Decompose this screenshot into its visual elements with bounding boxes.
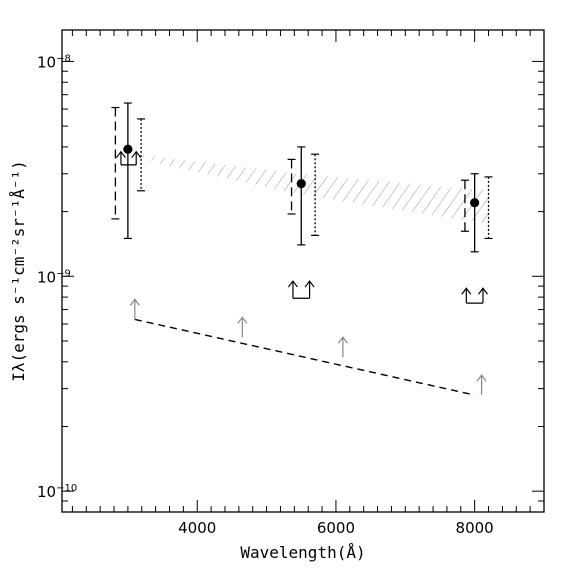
- x-tick-label: 6000: [317, 519, 355, 537]
- bracket-arrow-right-1-head: [304, 280, 315, 288]
- grey-limit-arrow-2-head: [337, 336, 348, 344]
- y-tick-exponent: −9: [56, 268, 71, 279]
- grey-limit-arrow-2: [337, 336, 348, 358]
- bracket-arrow-right-2-head: [477, 287, 488, 295]
- dotted-error-bar-1: [311, 153, 320, 236]
- dotted-error-bar-2: [484, 176, 493, 240]
- y-axis-title: Iλ(ergs s⁻¹cm⁻²sr⁻¹Å⁻¹): [9, 160, 28, 382]
- bracket-arrow-right-2: [477, 287, 488, 304]
- dashed-error-bar-2: [460, 179, 469, 232]
- grey-limit-arrow-1-head: [237, 316, 248, 324]
- y-tick-label: 10−10: [37, 483, 77, 501]
- hatched-band: [134, 154, 489, 225]
- bracket-arrow-right-0: [131, 150, 142, 165]
- y-tick-exponent: −8: [56, 53, 71, 64]
- bracket-arrow-left-1: [287, 280, 298, 299]
- y-tick-exponent: −10: [56, 483, 77, 494]
- bracket-arrow-left-0-head: [115, 150, 126, 159]
- axes-layer: 4000 6000 8000 10−8 10−9 10−10 Wavelength(Å) Iλ…: [9, 29, 545, 562]
- grey-limit-arrow-1: [237, 316, 248, 338]
- dashed-trend-line: [134, 318, 475, 396]
- grey-limit-arrow-3-head: [476, 374, 487, 382]
- y-tick-label: 10−8: [37, 53, 71, 71]
- dashed-error-bar-0: [111, 106, 120, 220]
- solid-error-bar-2: [470, 173, 479, 253]
- grey-limit-arrow-3: [476, 374, 487, 396]
- plot-frame: [61, 29, 545, 513]
- x-tick-label: 8000: [456, 519, 494, 537]
- bracket-arrow-left-0: [115, 150, 126, 165]
- grey-limit-arrow-0-head: [129, 298, 140, 306]
- bracket-arrow-left-1-head: [287, 280, 298, 288]
- dotted-error-bar-0: [137, 118, 146, 192]
- marks-layer: [111, 102, 493, 396]
- solid-error-bar-0: [123, 102, 132, 240]
- bracket-arrow-right-1: [304, 280, 315, 299]
- y-tick-label: 10−9: [37, 268, 71, 286]
- dashed-error-bar-1: [287, 158, 296, 215]
- bracket-arrow-left-2: [461, 287, 472, 304]
- x-axis-title: Wavelength(Å): [240, 543, 365, 562]
- plot-layer: [134, 154, 489, 396]
- bracket-arrow-right-0-head: [131, 150, 142, 159]
- x-tick-label: 4000: [178, 519, 216, 537]
- data-point-1: [296, 178, 306, 189]
- bracket-arrow-left-2-head: [461, 287, 472, 295]
- data-point-2: [470, 198, 480, 208]
- data-point-0: [123, 144, 133, 154]
- grey-limit-arrow-0: [129, 298, 140, 320]
- solid-error-bar-1: [297, 146, 306, 246]
